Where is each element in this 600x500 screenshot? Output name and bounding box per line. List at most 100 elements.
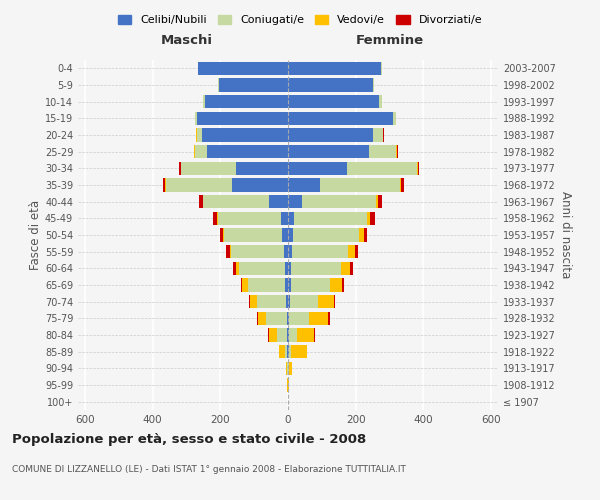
Bar [217,212,218,225]
Bar [166,178,232,192]
Bar [218,78,288,92]
Bar [284,245,288,258]
Bar [242,278,248,291]
Bar [248,278,285,291]
Bar [193,145,194,158]
Bar [232,178,288,192]
Bar [257,312,258,325]
Bar [257,295,286,308]
Bar [289,328,297,342]
Bar [397,145,398,158]
Bar [284,262,288,275]
Bar [297,328,314,342]
Bar [197,112,288,125]
Bar [359,228,364,241]
Bar [288,128,373,141]
Bar [195,112,197,125]
Bar [370,212,376,225]
Bar [239,262,284,275]
Bar [282,228,288,241]
Bar [320,178,400,192]
Legend: Celibi/Nubili, Coniugati/e, Vedovi/e, Divorziati/e: Celibi/Nubili, Coniugati/e, Vedovi/e, Di… [113,10,487,30]
Bar [288,278,291,291]
Bar [350,262,353,275]
Bar [288,345,289,358]
Bar [288,95,379,108]
Bar [288,312,289,325]
Bar [218,212,281,225]
Text: COMUNE DI LIZZANELLO (LE) - Dati ISTAT 1° gennaio 2008 - Elaborazione TUTTITALIA: COMUNE DI LIZZANELLO (LE) - Dati ISTAT 1… [12,466,406,474]
Bar [329,278,341,291]
Bar [288,195,302,208]
Bar [288,295,290,308]
Bar [293,228,359,241]
Bar [181,162,235,175]
Bar [203,95,205,108]
Bar [292,345,307,358]
Bar [291,278,329,291]
Bar [230,245,232,258]
Text: Femmine: Femmine [356,34,424,46]
Bar [286,362,287,375]
Bar [288,78,373,92]
Bar [369,145,397,158]
Bar [288,228,293,241]
Bar [364,228,367,241]
Bar [269,328,277,342]
Bar [289,312,310,325]
Bar [328,312,329,325]
Bar [288,162,347,175]
Bar [278,345,284,358]
Bar [197,62,198,75]
Bar [288,212,294,225]
Bar [418,162,419,175]
Bar [367,212,370,225]
Bar [266,312,287,325]
Bar [277,328,287,342]
Bar [373,128,383,141]
Bar [400,178,401,192]
Bar [197,128,202,141]
Bar [290,295,319,308]
Bar [348,245,355,258]
Bar [287,362,288,375]
Bar [393,112,397,125]
Bar [379,95,382,108]
Bar [203,195,269,208]
Text: Popolazione per età, sesso e stato civile - 2008: Popolazione per età, sesso e stato civil… [12,432,366,446]
Y-axis label: Anni di nascita: Anni di nascita [559,192,572,278]
Bar [334,295,335,308]
Bar [376,195,378,208]
Bar [226,245,230,258]
Bar [401,178,404,192]
Bar [302,195,376,208]
Bar [198,62,288,75]
Bar [194,145,195,158]
Bar [286,295,288,308]
Bar [287,312,288,325]
Bar [288,178,320,192]
Bar [310,312,328,325]
Bar [288,145,369,158]
Bar [284,345,287,358]
Bar [268,328,269,342]
Bar [319,295,334,308]
Bar [205,95,288,108]
Bar [195,145,207,158]
Bar [292,262,341,275]
Bar [417,162,418,175]
Bar [223,228,224,241]
Bar [235,162,288,175]
Bar [207,145,288,158]
Bar [288,328,289,342]
Bar [285,278,288,291]
Bar [355,245,358,258]
Bar [378,195,382,208]
Bar [258,312,266,325]
Y-axis label: Fasce di età: Fasce di età [29,200,42,270]
Bar [179,162,181,175]
Bar [241,278,242,291]
Bar [213,212,217,225]
Bar [233,262,235,275]
Bar [163,178,166,192]
